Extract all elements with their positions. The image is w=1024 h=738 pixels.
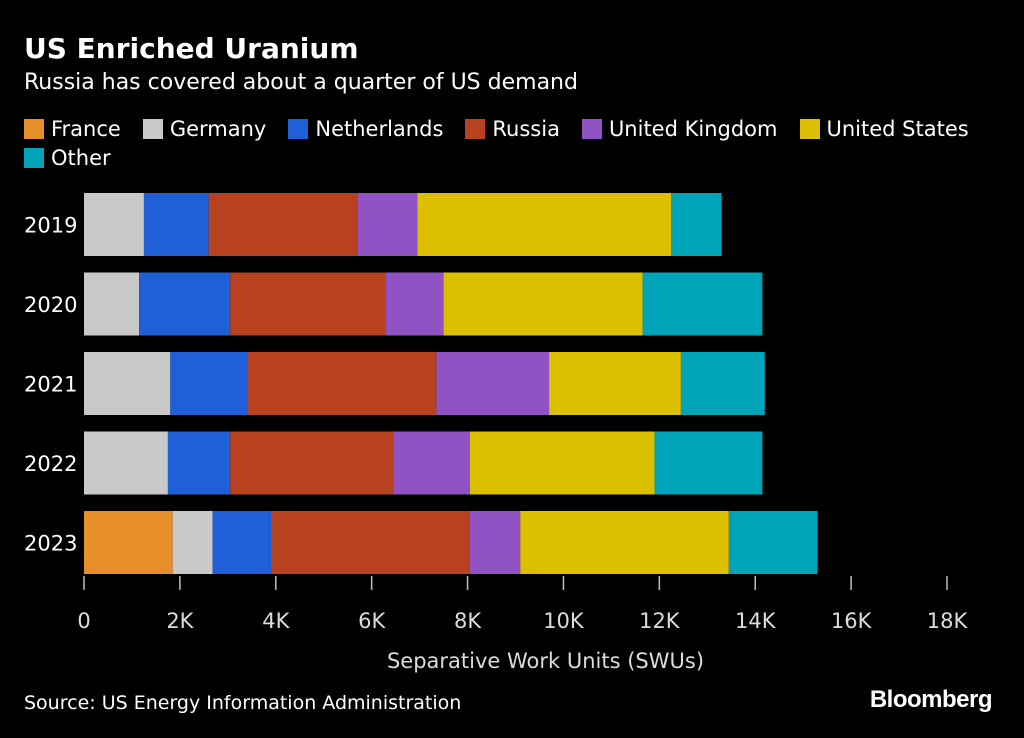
legend-item-russia: Russia: [465, 118, 560, 140]
category-label-2020: 2020: [24, 293, 77, 317]
bar-2021-other: [680, 352, 765, 415]
category-label-2021: 2021: [24, 373, 77, 397]
legend-swatch: [799, 119, 820, 139]
legend-label: Germany: [169, 117, 267, 141]
bar-2019-other: [671, 193, 722, 256]
category-label-2022: 2022: [24, 452, 77, 476]
bar-2020-united-kingdom: [386, 272, 444, 336]
legend-label: France: [51, 117, 121, 141]
x-tick-label: 14K: [735, 609, 777, 633]
legend-label: Russia: [492, 117, 560, 141]
bar-2023-united-states: [520, 511, 729, 574]
legend-label: United States: [826, 117, 969, 141]
bar-2022-united-states: [469, 431, 655, 495]
bar-2023-france: [84, 511, 173, 574]
bar-2019-united-kingdom: [357, 193, 418, 256]
bar-2020-russia: [230, 272, 387, 336]
x-axis-title: Separative Work Units (SWUs): [387, 649, 704, 673]
legend-swatch: [581, 119, 602, 139]
legend-swatch: [24, 119, 44, 139]
legend-swatch: [24, 148, 44, 168]
bar-2021-netherlands: [170, 352, 248, 415]
bar-2023-russia: [270, 511, 470, 574]
legend-item-other: Other: [24, 147, 111, 169]
x-tick-label: 18K: [927, 609, 969, 633]
bar-2020-other: [642, 272, 763, 336]
bar-2022-united-kingdom: [393, 431, 470, 495]
bar-2022-other: [654, 431, 763, 495]
legend: France Germany Netherlands Russia United Kin…: [24, 118, 1004, 169]
legend-item-united-states: United States: [799, 117, 969, 141]
legend-item-france: France: [24, 118, 121, 140]
legend-label: Netherlands: [315, 117, 444, 141]
category-label-2023: 2023: [24, 532, 77, 556]
bar-2023-other: [728, 511, 818, 574]
x-tick-label: 8K: [454, 609, 482, 633]
legend-swatch: [288, 119, 309, 139]
bar-2022-netherlands: [167, 431, 231, 495]
bar-2023-netherlands: [212, 511, 271, 574]
legend-label: United Kingdom: [608, 117, 778, 141]
bar-2022-russia: [230, 431, 394, 495]
x-tick-label: 12K: [639, 609, 681, 633]
legend-label: Other: [51, 146, 111, 170]
bar-2023-germany: [172, 511, 213, 574]
bar-2020-germany: [84, 272, 140, 336]
x-tick-label: 4K: [262, 609, 290, 633]
x-tick-label: 10K: [543, 609, 585, 633]
legend-item-netherlands: Netherlands: [288, 118, 443, 140]
chart-subtitle: Russia has covered about a quarter of US…: [24, 70, 578, 95]
x-tick-label: 2K: [166, 609, 194, 633]
bar-2021-united-kingdom: [436, 352, 550, 415]
legend-swatch: [142, 119, 163, 139]
bar-2019-russia: [208, 193, 358, 256]
source-note: Source: US Energy Information Administra…: [24, 692, 462, 714]
bar-2019-germany: [84, 193, 144, 256]
bar-2020-netherlands: [139, 272, 231, 336]
legend-item-germany: Germany: [142, 117, 267, 141]
bar-2021-united-states: [549, 352, 681, 415]
legend-item-united-kingdom: United Kingdom: [581, 117, 778, 141]
x-tick-label: 6K: [358, 609, 386, 633]
chart-title: US Enriched Uranium: [24, 32, 359, 65]
legend-swatch: [465, 119, 486, 139]
x-tick-label: 0: [77, 609, 90, 633]
category-label-2019: 2019: [24, 214, 77, 238]
bloomberg-logo: Bloomberg: [869, 686, 993, 713]
bar-2019-netherlands: [143, 193, 209, 256]
bar-2021-germany: [84, 352, 171, 415]
bar-2022-germany: [84, 431, 168, 495]
x-tick-label: 16K: [831, 609, 873, 633]
bar-2021-russia: [247, 352, 437, 415]
bar-2020-united-states: [443, 272, 643, 336]
bar-2023-united-kingdom: [469, 511, 521, 574]
bar-2019-united-states: [417, 193, 672, 256]
